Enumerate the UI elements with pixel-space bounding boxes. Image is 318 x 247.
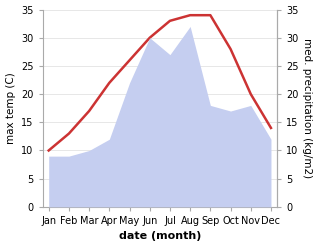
X-axis label: date (month): date (month) bbox=[119, 231, 201, 242]
Y-axis label: med. precipitation (kg/m2): med. precipitation (kg/m2) bbox=[302, 38, 313, 178]
Y-axis label: max temp (C): max temp (C) bbox=[5, 72, 16, 144]
